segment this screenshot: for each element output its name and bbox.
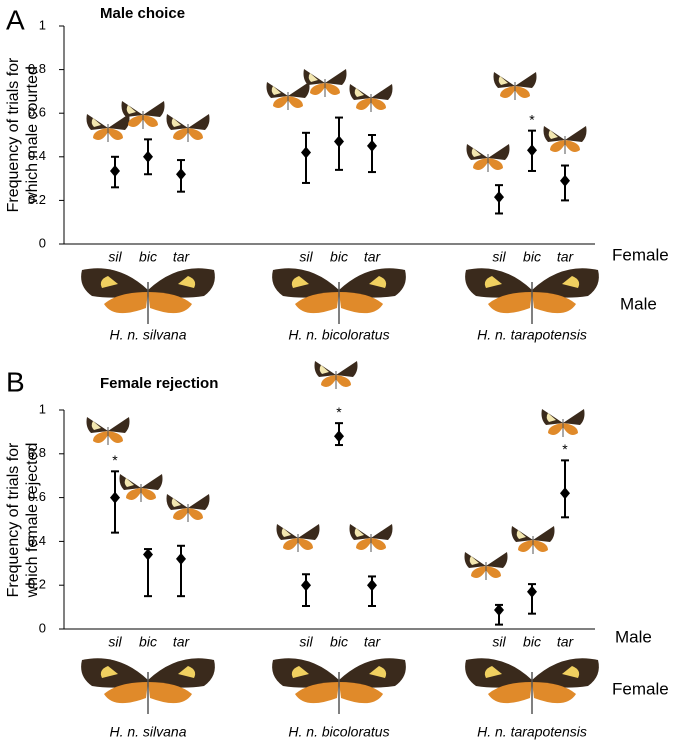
point	[110, 491, 120, 504]
y-axis-label: which female rejected	[24, 443, 41, 599]
x-tick-label: tar	[364, 249, 382, 265]
point	[334, 430, 344, 443]
y-axis-label: Frequency of trials for	[5, 442, 22, 597]
x-tick-label: tar	[557, 249, 575, 265]
group-name: H. n. bicoloratus	[288, 327, 389, 343]
x-axis-label: Male	[615, 627, 652, 646]
y-tick-label: 0.8	[28, 445, 46, 460]
point	[527, 585, 537, 598]
x-tick-label: tar	[364, 634, 382, 650]
y-axis-label: which male courted	[24, 66, 41, 205]
group-name: H. n. bicoloratus	[288, 724, 389, 740]
group-name: H. n. tarapotensis	[477, 327, 587, 343]
group-axis-label: Female	[612, 679, 669, 698]
group-axis-label: Male	[620, 294, 657, 313]
point	[334, 135, 344, 148]
x-tick-label: sil	[492, 634, 506, 650]
x-tick-label: sil	[299, 249, 313, 265]
y-axis-label: Frequency of trials for	[5, 57, 22, 212]
y-tick-label: 0.2	[28, 192, 46, 207]
y-tick-label: 0.2	[28, 577, 46, 592]
group-name: H. n. tarapotensis	[477, 724, 587, 740]
y-tick-label: 0	[39, 235, 46, 250]
significance-asterisk: *	[562, 441, 568, 457]
x-tick-label: sil	[108, 634, 122, 650]
y-tick-label: 1	[39, 401, 46, 416]
x-tick-label: bic	[330, 634, 348, 650]
point	[367, 139, 377, 152]
x-tick-label: tar	[173, 249, 191, 265]
y-tick-label: 0.4	[28, 533, 46, 548]
point	[110, 164, 120, 177]
x-tick-label: bic	[523, 249, 541, 265]
x-axis-label: Female	[612, 245, 669, 264]
point	[301, 146, 311, 159]
group-name: H. n. silvana	[109, 724, 186, 740]
x-tick-label: sil	[299, 634, 313, 650]
point	[301, 579, 311, 592]
panel-title: Female rejection	[100, 375, 218, 392]
point	[143, 150, 153, 163]
panel-title: Male choice	[100, 5, 185, 22]
panel-letter: A	[6, 4, 25, 35]
x-tick-label: bic	[139, 634, 157, 650]
x-tick-label: sil	[108, 249, 122, 265]
panel-letter: B	[6, 366, 25, 397]
significance-asterisk: *	[529, 111, 535, 127]
y-tick-label: 1	[39, 17, 46, 32]
x-tick-label: bic	[139, 249, 157, 265]
point	[367, 579, 377, 592]
y-tick-label: 0.8	[28, 61, 46, 76]
point	[560, 174, 570, 187]
group-name: H. n. silvana	[109, 327, 186, 343]
x-tick-label: bic	[523, 634, 541, 650]
y-tick-label: 0.6	[28, 489, 46, 504]
point	[494, 603, 504, 616]
y-tick-label: 0	[39, 620, 46, 635]
point	[560, 487, 570, 500]
point	[143, 548, 153, 561]
x-tick-label: bic	[330, 249, 348, 265]
point	[494, 191, 504, 204]
x-tick-label: tar	[173, 634, 191, 650]
y-tick-label: 0.4	[28, 148, 46, 163]
y-tick-label: 0.6	[28, 105, 46, 120]
point	[527, 144, 537, 157]
point	[176, 168, 186, 181]
x-tick-label: sil	[492, 249, 506, 265]
significance-asterisk: *	[336, 404, 342, 420]
significance-asterisk: *	[112, 452, 118, 468]
x-tick-label: tar	[557, 634, 575, 650]
point	[176, 552, 186, 565]
